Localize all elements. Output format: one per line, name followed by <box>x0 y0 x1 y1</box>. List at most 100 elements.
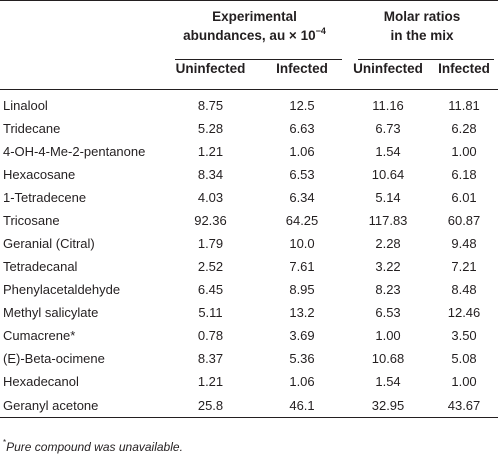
header-molar-ratios: Molar ratios in the mix <box>346 0 498 60</box>
exp-uninfected-value: 25.8 <box>163 393 258 418</box>
header-exponent: −4 <box>315 26 326 36</box>
molar-uninfected-value: 10.68 <box>371 351 405 366</box>
table-row: (E)-Beta-ocimene 8.37 5.36 10.68 5.08 <box>0 347 498 370</box>
exp-uninfected-value: 2.52 <box>197 259 224 274</box>
molar-infected-value: 6.18 <box>451 167 477 182</box>
compound-name: (E)-Beta-ocimene <box>3 351 105 366</box>
molar-infected-value: 60.87 <box>447 213 481 228</box>
exp-infected-value: 8.95 <box>289 282 315 297</box>
compound-name: 1-Tetradecene <box>3 190 87 205</box>
header-experimental-abundances: Experimental abundances, au × 10−4 <box>163 0 347 60</box>
table-row: Hexacosane 8.34 6.53 10.64 6.18 <box>0 163 498 186</box>
subheader-uninfected-exp: Uninfected <box>163 59 258 90</box>
header-experimental-line1: Experimental <box>212 9 297 24</box>
exp-uninfected-value: 5.28 <box>197 121 224 136</box>
compound-name: Methyl salicylate <box>3 305 99 320</box>
molar-uninfected-value: 5.14 <box>375 190 401 205</box>
molar-infected-value: 1.00 <box>451 144 477 159</box>
molar-infected-value: 7.21 <box>451 259 477 274</box>
data-table: Experimental abundances, au × 10−4 Molar… <box>0 0 498 418</box>
molar-uninfected-value: 1.00 <box>375 328 401 343</box>
table-row: Phenylacetaldehyde 6.45 8.95 8.23 8.48 <box>0 278 498 301</box>
table-row: 4-OH-4-Me-2-pentanone 1.21 1.06 1.54 1.00 <box>0 140 498 163</box>
header-molar-line1: Molar ratios <box>383 9 461 24</box>
exp-uninfected-value: 0.78 <box>197 328 224 343</box>
compound-name: Tricosane <box>3 213 60 228</box>
table-row: Tricosane 92.36 64.25 117.83 60.87 <box>0 209 498 232</box>
compound-name: Hexacosane <box>3 167 76 182</box>
header-molar-line2: in the mix <box>390 28 454 43</box>
molar-infected-value: 43.67 <box>430 393 498 418</box>
exp-infected-value: 6.63 <box>289 121 315 136</box>
subheader-uninfected-molar: Uninfected <box>346 59 431 90</box>
exp-uninfected-value: 8.75 <box>197 98 224 113</box>
exp-infected-value: 1.06 <box>289 374 315 389</box>
molar-infected-value: 3.50 <box>451 328 477 343</box>
molar-uninfected-value: 1.54 <box>375 374 401 389</box>
table-row: Tridecane 5.28 6.63 6.73 6.28 <box>0 117 498 140</box>
molar-uninfected-value: 10.64 <box>371 167 405 182</box>
molar-uninfected-value: 6.73 <box>375 121 401 136</box>
subheader-blank <box>0 59 163 90</box>
exp-uninfected-value: 8.37 <box>197 351 224 366</box>
exp-uninfected-value: 1.21 <box>197 374 224 389</box>
molar-infected-value: 6.28 <box>451 121 477 136</box>
compound-name: Geranyl acetone <box>0 393 163 418</box>
compound-name: Geranial (Citral) <box>3 236 95 251</box>
table-row: Tetradecanal 2.52 7.61 3.22 7.21 <box>0 255 498 278</box>
exp-uninfected-value: 1.79 <box>197 236 224 251</box>
molar-uninfected-value: 3.22 <box>375 259 401 274</box>
molar-uninfected-value: 117.83 <box>368 213 408 228</box>
compound-name: 4-OH-4-Me-2-pentanone <box>3 144 146 159</box>
table-footnote: *Pure compound was unavailable. <box>3 439 183 455</box>
table-row: Linalool 8.75 12.5 11.16 11.81 <box>0 90 498 118</box>
exp-uninfected-value: 1.21 <box>197 144 224 159</box>
table-row: Hexadecanol 1.21 1.06 1.54 1.00 <box>0 370 498 393</box>
molar-uninfected-value: 8.23 <box>375 282 401 297</box>
molar-infected-value: 8.48 <box>451 282 477 297</box>
table-row: Methyl salicylate 5.11 13.2 6.53 12.46 <box>0 301 498 324</box>
compound-name: Tridecane <box>3 121 61 136</box>
compound-name: Phenylacetaldehyde <box>3 282 121 297</box>
exp-uninfected-value: 92.36 <box>194 213 227 228</box>
molar-uninfected-value: 2.28 <box>375 236 401 251</box>
exp-infected-value: 12.5 <box>289 98 315 113</box>
exp-infected-value: 1.06 <box>289 144 315 159</box>
exp-uninfected-value: 8.34 <box>197 167 224 182</box>
exp-uninfected-value: 6.45 <box>197 282 224 297</box>
molar-infected-value: 5.08 <box>451 351 477 366</box>
subheader-infected-exp: Infected <box>258 59 347 90</box>
molar-infected-value: 6.01 <box>451 190 477 205</box>
header-experimental-line2-text: abundances, au × 10 <box>183 28 316 43</box>
compound-name: Hexadecanol <box>3 374 79 389</box>
exp-infected-value: 64.25 <box>285 213 319 228</box>
subheader-infected-molar: Infected <box>430 59 498 90</box>
exp-uninfected-value: 5.11 <box>198 305 223 320</box>
header-group-rule <box>175 59 343 60</box>
table-row: Cumacrene* 0.78 3.69 1.00 3.50 <box>0 324 498 347</box>
molar-uninfected-value: 1.54 <box>375 144 401 159</box>
compound-name: Cumacrene* <box>3 328 76 343</box>
exp-infected-value: 7.61 <box>289 259 315 274</box>
molar-uninfected-value: 6.53 <box>375 305 401 320</box>
exp-infected-value: 13.2 <box>289 305 315 320</box>
compound-name: Tetradecanal <box>3 259 78 274</box>
table-row: 1-Tetradecene 4.03 6.34 5.14 6.01 <box>0 186 498 209</box>
exp-uninfected-value: 4.03 <box>197 190 224 205</box>
molar-infected-value: 12.46 <box>447 305 481 320</box>
header-experimental-line2: abundances, au × 10−4 <box>163 26 346 45</box>
exp-infected-value: 3.69 <box>289 328 315 343</box>
compound-name: Linalool <box>3 98 48 113</box>
exp-infected-value: 6.34 <box>289 190 315 205</box>
header-group-rule <box>358 59 495 60</box>
exp-infected-value: 5.36 <box>289 351 315 366</box>
table-row: Geranyl acetone 25.8 46.1 32.95 43.67 <box>0 393 498 418</box>
exp-infected-value: 10.0 <box>289 236 315 251</box>
exp-infected-value: 46.1 <box>258 393 347 418</box>
molar-infected-value: 1.00 <box>451 374 477 389</box>
molar-uninfected-value: 32.95 <box>346 393 431 418</box>
table-header: Experimental abundances, au × 10−4 Molar… <box>0 0 498 90</box>
molar-uninfected-value: 11.16 <box>372 98 404 113</box>
molar-infected-value: 11.81 <box>448 98 480 113</box>
